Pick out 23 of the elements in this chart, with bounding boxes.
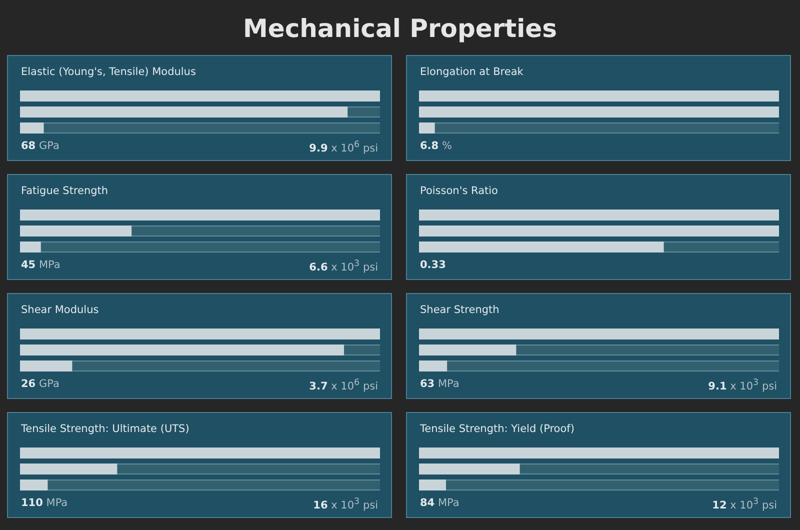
chart-title: Tensile Strength: Yield (Proof)	[420, 423, 574, 435]
chart-title: Shear Strength	[420, 304, 500, 316]
text: Mechanical Properties	[242, 14, 558, 43]
text: 45 MPa	[21, 259, 60, 271]
chart-title: Elongation at Break	[420, 66, 524, 78]
text: 0.33	[420, 259, 446, 271]
text: 84 MPa	[420, 497, 460, 509]
text: 12 x 10$^{3}$ psi	[712, 497, 777, 512]
chart-title: Shear Modulus	[21, 304, 99, 316]
chart-title: Poisson's Ratio	[420, 185, 498, 197]
text: 16 x 10$^{3}$ psi	[313, 497, 378, 512]
text: 110 MPa	[21, 497, 68, 509]
chart-title: Fatigue Strength	[21, 185, 108, 197]
text: 6.6 x 10$^{3}$ psi	[309, 259, 378, 274]
text: 6.8 %	[420, 140, 452, 152]
text: 63 MPa	[420, 378, 460, 390]
text: 9.1 x 10$^{3}$ psi	[708, 378, 777, 392]
chart-title: Tensile Strength: Ultimate (UTS)	[21, 423, 190, 435]
chart-title: Elastic (Young's, Tensile) Modulus	[21, 66, 196, 78]
text: 26 GPa	[21, 378, 60, 390]
text: 68 GPa	[21, 140, 60, 152]
text: 9.9 x 10$^{6}$ psi	[309, 140, 378, 154]
text: 3.7 x 10$^{6}$ psi	[309, 378, 378, 392]
